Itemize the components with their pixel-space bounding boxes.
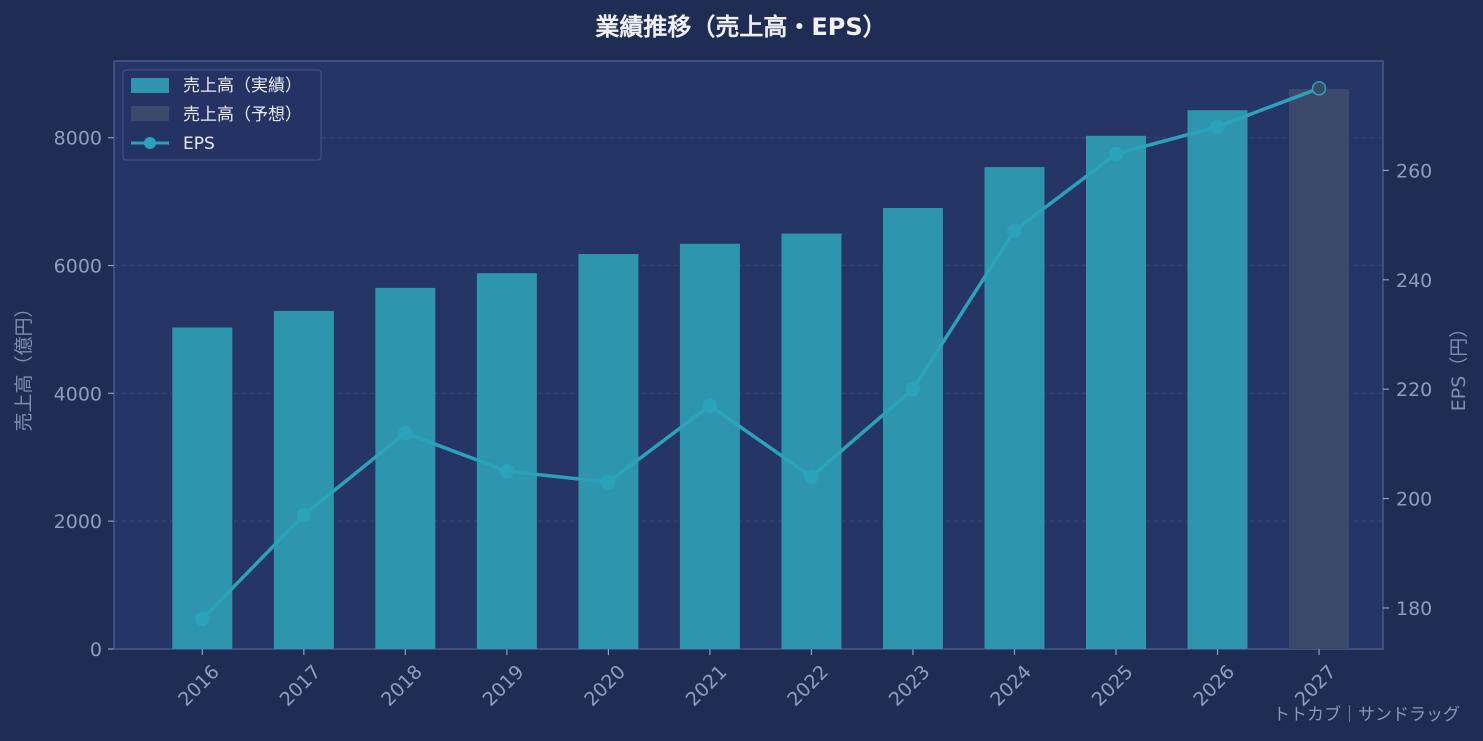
bar-2017 — [273, 310, 334, 649]
legend-box — [122, 69, 322, 161]
eps-line — [201, 86, 1320, 621]
bar-2027 — [1289, 89, 1350, 649]
bar-2020 — [578, 254, 639, 649]
x-tick-label: 2026 — [1189, 661, 1239, 711]
bar-2025 — [1086, 135, 1147, 649]
bar-2024 — [984, 167, 1045, 650]
legend-label-eps: EPS — [183, 134, 215, 154]
bar-2026 — [1187, 110, 1248, 650]
eps-point-2018 — [398, 425, 413, 441]
x-tick-label: 2024 — [986, 661, 1036, 711]
eps-point-2021 — [702, 398, 718, 413]
right-axis: 180 200 220 240 260 — [1383, 160, 1432, 620]
right-tick-label: 240 — [1396, 270, 1432, 292]
x-tick-label: 2022 — [783, 661, 833, 711]
watermark: トトカブ｜サンドラッグ — [1273, 704, 1460, 725]
legend-label-forecast: 売上高（予想） — [183, 105, 302, 125]
eps-point-2019 — [499, 463, 515, 479]
legend-label-actual: 売上高（実績） — [183, 76, 302, 96]
right-tick-label: 220 — [1396, 379, 1432, 401]
x-tick-label: 2020 — [580, 661, 630, 711]
left-tick-label: 6000 — [54, 256, 102, 278]
x-tick-label: 2027 — [1291, 661, 1341, 711]
left-axis: 0 2000 4000 6000 8000 — [54, 128, 114, 661]
right-tick-label: 200 — [1396, 489, 1432, 511]
bar-2021 — [679, 243, 740, 649]
eps-point-2023 — [905, 381, 921, 397]
eps-point-2027 — [1311, 81, 1327, 96]
bar-2018 — [375, 287, 436, 649]
legend-swatch-actual — [131, 78, 169, 93]
left-tick-label: 0 — [90, 639, 102, 661]
x-tick-label: 2025 — [1088, 661, 1138, 711]
bar-2019 — [476, 273, 537, 649]
right-axis-title: EPS（円） — [1448, 319, 1470, 412]
left-tick-label: 2000 — [54, 511, 102, 533]
legend: 売上高（実績） 売上高（予想） EPS — [122, 69, 322, 161]
x-tick-label: 2019 — [479, 661, 529, 711]
chart-title: 業績推移（売上高・EPS） — [595, 13, 886, 41]
left-tick-label: 8000 — [54, 128, 102, 150]
left-tick-label: 4000 — [54, 383, 102, 405]
left-axis-title: 売上高（億円） — [13, 298, 35, 431]
x-tick-label: 2016 — [174, 661, 224, 711]
eps-point-2025 — [1108, 146, 1124, 162]
x-axis: 2016 2017 2018 2019 2020 2021 2022 2023 2024 2025… — [174, 649, 1341, 711]
bars — [172, 89, 1350, 650]
x-tick-label: 2018 — [377, 661, 427, 711]
eps-point-2017 — [296, 507, 312, 523]
legend-marker-eps — [144, 137, 156, 149]
right-tick-label: 180 — [1396, 598, 1432, 620]
eps-point-2022 — [804, 469, 819, 484]
x-tick-label: 2017 — [276, 661, 326, 711]
bar-2016 — [172, 327, 233, 649]
x-tick-label: 2021 — [682, 661, 732, 711]
right-tick-label: 260 — [1396, 160, 1432, 182]
eps-point-2024 — [1007, 223, 1022, 238]
eps-point-2016 — [195, 611, 210, 627]
x-tick-label: 2023 — [885, 661, 935, 711]
bar-2022 — [781, 233, 842, 649]
eps-point-2020 — [601, 474, 616, 490]
bar-2023 — [882, 208, 943, 649]
eps-point-2026 — [1210, 119, 1225, 134]
eps-line-layer — [195, 81, 1327, 627]
legend-swatch-forecast — [131, 106, 169, 121]
